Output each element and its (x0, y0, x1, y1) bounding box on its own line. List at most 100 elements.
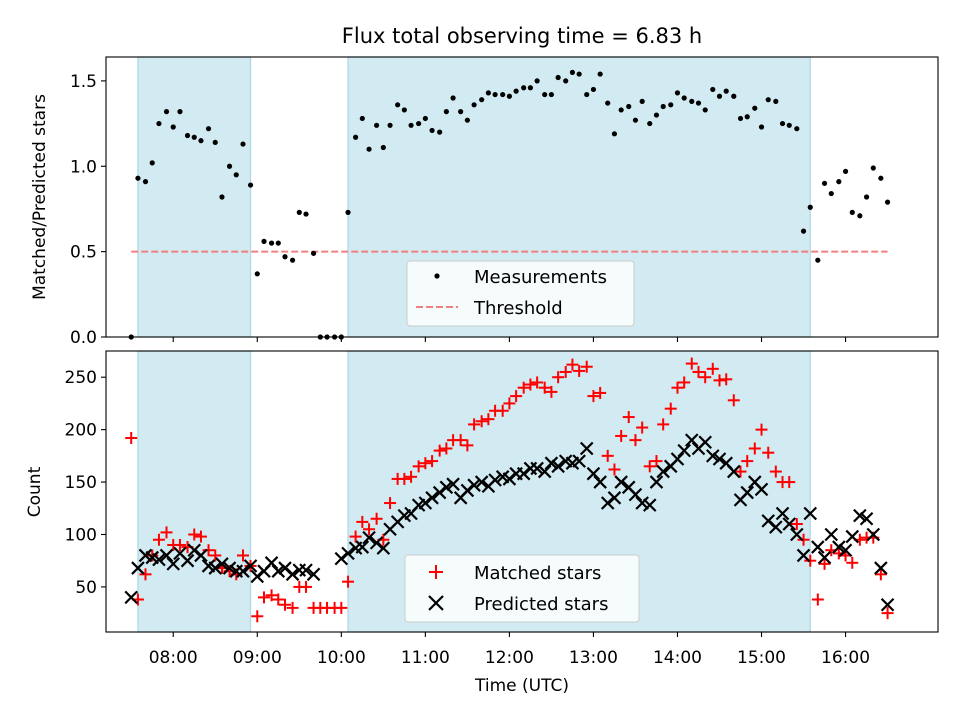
measurement-point (863, 194, 870, 200)
matched-point (734, 465, 747, 478)
legend-predicted-label: Predicted stars (474, 594, 608, 615)
top-axes-frame (105, 56, 939, 338)
bottom-x-ticks: 08:00 09:00 10:00 11:00 12:00 13:00 14:00 15:00… (149, 632, 870, 668)
predicted-point (642, 498, 657, 512)
predicted-point (712, 452, 727, 466)
measurement-point (710, 86, 716, 93)
measurement-point (569, 69, 576, 75)
matched-point (727, 394, 740, 407)
matched-point (370, 512, 383, 525)
matched-point (194, 530, 207, 543)
bottom-ytick-label: 250 (65, 368, 97, 388)
matched-point (601, 449, 614, 462)
predicted-point (544, 456, 559, 470)
measurement-point (191, 134, 197, 140)
matched-point (531, 376, 544, 389)
measurement-point (408, 122, 414, 128)
xtick-label: 13:00 (569, 648, 618, 668)
matched-point (594, 386, 607, 399)
predicted-point (362, 530, 376, 545)
xtick-label: 15:00 (737, 648, 786, 668)
matched-point (664, 402, 677, 415)
matched-point (412, 460, 425, 473)
legend-predicted-marker (428, 595, 444, 611)
measurement-point (212, 139, 218, 145)
predicted-point (152, 552, 166, 567)
matched-point (236, 549, 249, 562)
measurement-points (128, 69, 891, 340)
predicted-point (180, 553, 195, 568)
matched-point (510, 390, 523, 403)
measurement-point (878, 175, 884, 181)
matched-point (657, 418, 670, 431)
predicted-point (796, 548, 811, 563)
measurement-point (170, 124, 176, 130)
measurement-point (563, 78, 569, 84)
matched-point (692, 365, 705, 378)
bottom-y-axis-label: Count (25, 466, 45, 517)
measurement-point (219, 194, 225, 200)
measurement-point (723, 88, 729, 94)
legend-matched-marker (429, 565, 443, 579)
matched-point (699, 371, 712, 384)
matched-point (706, 362, 719, 375)
predicted-point (131, 561, 145, 575)
measurement-point (380, 144, 386, 151)
measurement-point (275, 240, 281, 246)
predicted-point (194, 548, 208, 563)
measurement-point (135, 175, 141, 181)
measurement-point (149, 160, 155, 166)
predicted-point (467, 478, 481, 492)
predicted-point (740, 485, 755, 500)
predicted-point (769, 520, 783, 534)
bottom-axes-frame (105, 350, 939, 633)
predicted-point (803, 506, 818, 521)
measurement-point (674, 90, 681, 96)
measurement-point (303, 211, 309, 217)
measurement-point (395, 102, 401, 108)
top-panel: 0.0 0.5 1.0 1.5 Matched/Predicted stars Mea… (30, 56, 939, 348)
measurement-point (842, 168, 849, 174)
matched-point (678, 376, 691, 389)
matched-star-points (125, 357, 894, 623)
measurement-point (422, 115, 428, 122)
bottom-y-ticks: 50 100 150 200 250 (65, 368, 106, 598)
xtick-label: 16:00 (821, 648, 870, 668)
measurement-point (815, 257, 821, 263)
chart-title: Flux total observing time = 6.83 h (342, 24, 702, 48)
bottom-ytick-label: 200 (65, 421, 97, 441)
top-ytick-label: 0.0 (70, 328, 97, 348)
predicted-point (866, 527, 881, 542)
predicted-point (537, 464, 552, 479)
matched-point (209, 549, 222, 562)
predicted-point (684, 433, 699, 447)
measurement-point (716, 93, 723, 99)
matched-point (587, 390, 600, 403)
predicted-star-points (124, 433, 895, 612)
matched-point (279, 598, 292, 611)
measurement-point (702, 107, 708, 113)
legend-threshold-label: Threshold (473, 298, 563, 319)
predicted-point (215, 557, 229, 571)
matched-point (846, 556, 859, 569)
measurement-point (870, 165, 876, 171)
measurement-point (555, 74, 561, 81)
legend-measurements-marker (434, 273, 440, 279)
matched-point (496, 404, 509, 417)
matched-point (160, 526, 173, 539)
predicted-point (635, 496, 649, 510)
predicted-point (572, 454, 586, 468)
measurement-point (681, 95, 687, 101)
measurement-point (647, 120, 653, 127)
predicted-point (845, 529, 860, 544)
measurement-point (374, 122, 380, 128)
matched-point (202, 544, 215, 557)
predicted-point (698, 435, 712, 449)
predicted-point (656, 464, 670, 479)
measurement-point (618, 107, 624, 113)
measurement-point (653, 112, 660, 118)
matched-point (503, 397, 516, 410)
measurement-point (353, 134, 359, 140)
matched-point (398, 472, 411, 485)
matched-point (173, 538, 186, 551)
